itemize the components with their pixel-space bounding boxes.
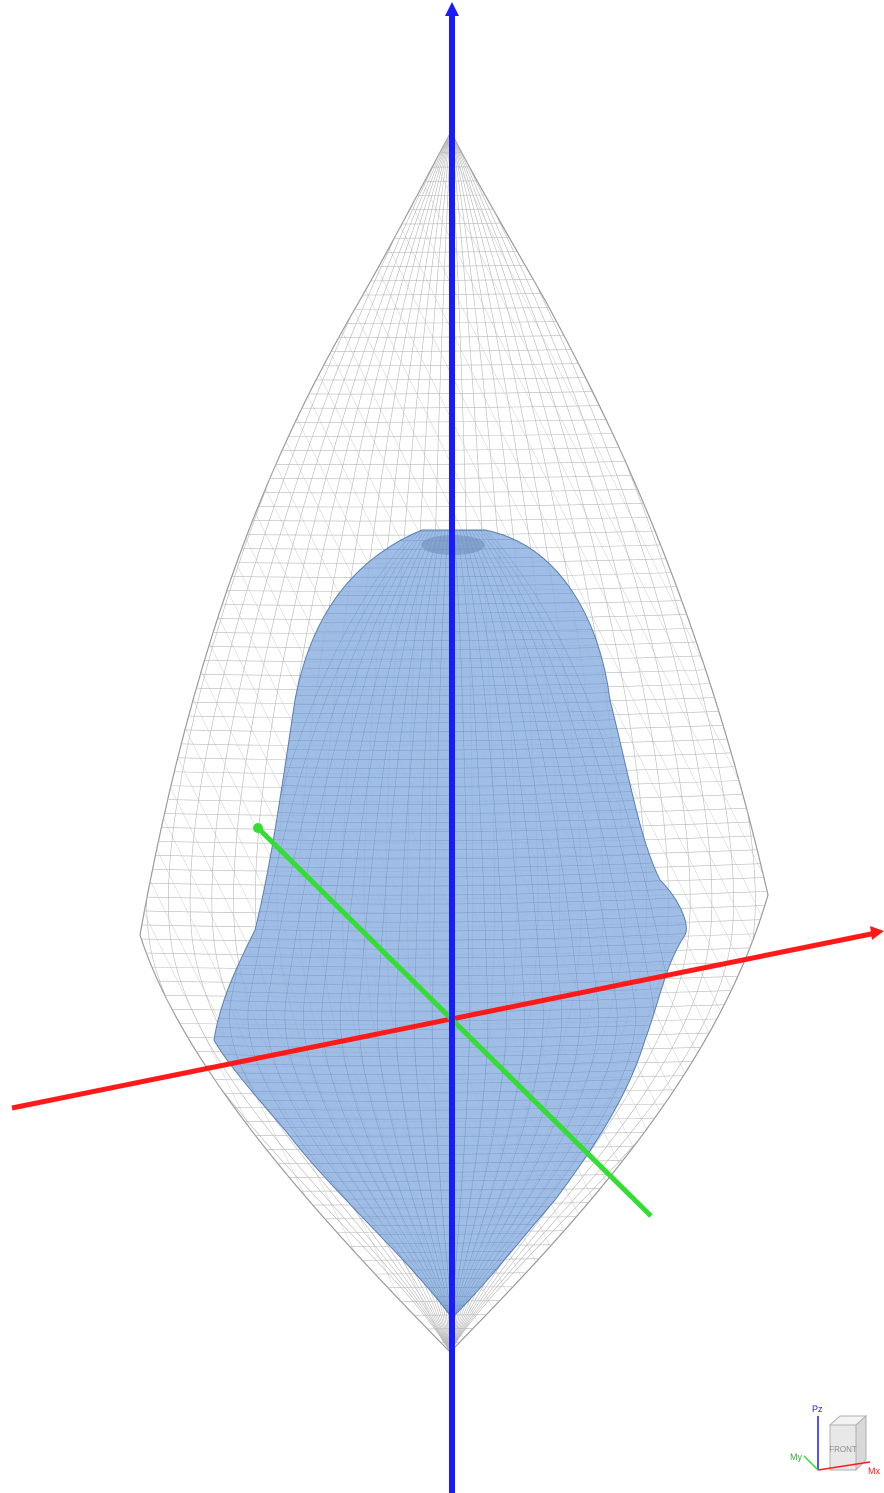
- x-axis-arrowhead: [870, 926, 884, 940]
- z-axis-arrowhead: [445, 2, 459, 16]
- view-cube-face-label: FRONT: [829, 1445, 857, 1454]
- view-cube-z-label: Pz: [812, 1404, 823, 1414]
- view-cube-y-label: My: [790, 1452, 802, 1462]
- view-cube-icon[interactable]: FRONT Pz My Mx: [790, 1404, 880, 1476]
- y-axis-endpoint: [253, 823, 263, 833]
- x-axis-line: [11, 930, 877, 1111]
- axes-group: [11, 2, 884, 1493]
- view-cube-x-label: Mx: [868, 1466, 880, 1476]
